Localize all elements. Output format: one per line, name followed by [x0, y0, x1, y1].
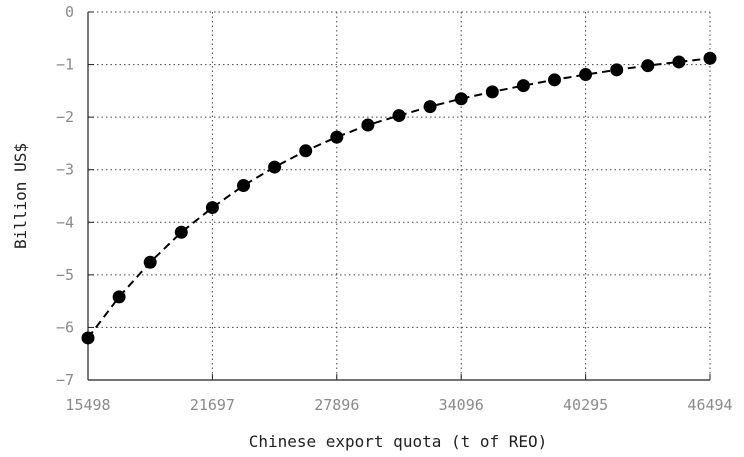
data-point — [174, 225, 188, 239]
series-line — [87, 57, 711, 339]
data-point — [454, 92, 468, 106]
y-tick-label: −3 — [56, 161, 74, 179]
y-tick-label: −5 — [56, 266, 74, 284]
data-point — [268, 160, 282, 174]
data-point — [112, 290, 126, 304]
data-point — [672, 55, 686, 69]
y-tick-label: −7 — [56, 371, 74, 389]
y-tick-label: 0 — [65, 3, 74, 21]
axes — [87, 11, 711, 381]
data-point — [392, 109, 406, 123]
data-point — [516, 79, 530, 93]
grid — [88, 11, 711, 380]
x-tick-label: 46494 — [687, 396, 732, 414]
data-point — [81, 331, 95, 345]
y-tick-labels: 0 −1 −2 −3 −4 −5 −6 −7 — [56, 3, 74, 389]
data-point — [330, 130, 344, 144]
x-tick-label: 34096 — [439, 396, 484, 414]
y-axis-label: Billion US$ — [11, 143, 30, 249]
x-tick-label: 40295 — [563, 396, 608, 414]
data-point — [703, 51, 717, 65]
data-point — [237, 178, 250, 192]
data-point — [299, 144, 313, 158]
x-tick-label: 21697 — [190, 396, 235, 414]
y-tick-label: −2 — [56, 108, 74, 126]
y-tick-label: −1 — [56, 56, 74, 74]
y-tick-label: −4 — [56, 213, 74, 231]
data-point — [548, 73, 561, 87]
series-layer — [81, 51, 717, 345]
x-tick-label: 27896 — [314, 396, 359, 414]
data-point — [485, 85, 499, 99]
data-point — [610, 63, 624, 77]
x-tick-labels: 15498 21697 27896 34096 40295 46494 — [65, 396, 732, 414]
data-point — [641, 59, 655, 73]
x-axis-label: Chinese export quota (t of REO) — [249, 432, 548, 451]
y-tick-label: −6 — [56, 318, 74, 336]
data-point — [143, 255, 157, 269]
data-point — [423, 100, 437, 114]
data-point — [579, 68, 593, 82]
data-point — [361, 118, 375, 132]
x-tick-label: 15498 — [65, 396, 110, 414]
data-point — [205, 201, 219, 215]
